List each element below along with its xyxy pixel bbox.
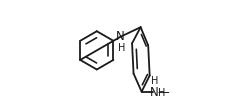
Text: —: — [157,86,169,99]
Text: H: H [158,88,165,98]
Text: H: H [118,43,125,53]
Text: N: N [116,30,125,43]
Text: H: H [151,76,158,86]
Text: N: N [150,86,159,99]
